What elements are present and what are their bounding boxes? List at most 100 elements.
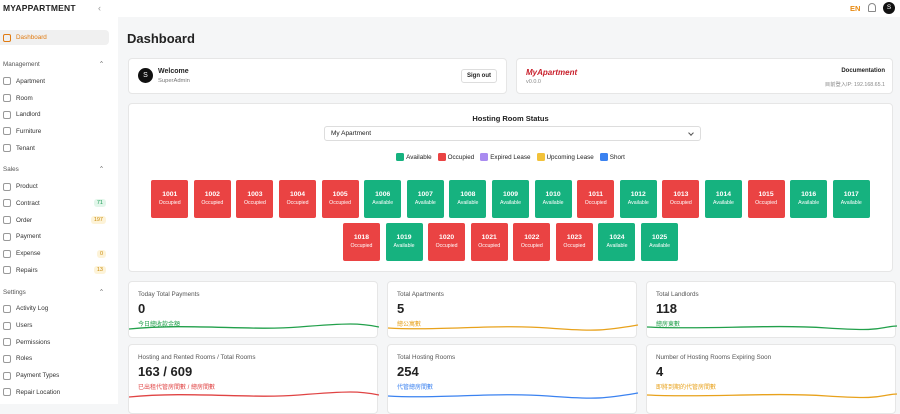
avatar: S: [138, 68, 153, 83]
login-ip: 目前登入IP: 192.168.65.1: [824, 82, 885, 88]
room-tile[interactable]: 1020 Occupied: [428, 223, 466, 261]
nav-section[interactable]: Management ⌃: [0, 51, 118, 73]
room-number: 1013: [673, 191, 689, 198]
nav-label: Room: [16, 94, 33, 102]
room-tile[interactable]: 1021 Occupied: [470, 223, 508, 261]
room-tile[interactable]: 1019 Available: [385, 223, 423, 261]
nav-item[interactable]: Payment: [0, 229, 118, 246]
room-tile[interactable]: 1012 Available: [619, 180, 657, 218]
legend-label: Upcoming Lease: [546, 153, 594, 161]
sparkline: [388, 324, 638, 331]
wave: [388, 324, 638, 331]
user-avatar[interactable]: S: [883, 2, 895, 14]
room-tile[interactable]: 1018 Occupied: [342, 223, 380, 261]
wave: [647, 393, 897, 399]
top-bar: MYAPPARTMENT ‹ EN S: [0, 0, 900, 17]
nav-item[interactable]: Permissions: [0, 334, 118, 351]
room-number: 1021: [481, 234, 497, 241]
language-switch[interactable]: EN: [850, 4, 861, 13]
stat-caption: 總公寓數: [397, 322, 422, 328]
legend-swatch: [536, 153, 545, 161]
stat-value: 163 / 609: [138, 364, 193, 379]
room-tile[interactable]: 1002 Occupied: [193, 180, 231, 218]
room-tile[interactable]: 1003 Occupied: [236, 180, 274, 218]
nav-label: Product: [16, 183, 38, 191]
notifications[interactable]: [868, 3, 876, 12]
documentation-link[interactable]: Documentation: [841, 68, 885, 74]
room-status: Available: [840, 200, 862, 206]
nav-item[interactable]: Product: [0, 178, 118, 195]
room-number: 1024: [609, 234, 625, 241]
nav-section[interactable]: Sales ⌃: [0, 156, 118, 178]
legend-item: Upcoming Lease: [536, 153, 594, 161]
nav-item[interactable]: Landlord: [0, 106, 118, 123]
room-tile[interactable]: 1022 Occupied: [513, 223, 551, 261]
room-status: Available: [414, 200, 436, 206]
room-number: 1014: [715, 191, 732, 198]
room-tile[interactable]: 1010 Available: [534, 180, 572, 218]
chevron: ⌃: [98, 166, 104, 174]
nav-item[interactable]: Apartment: [0, 73, 118, 90]
nav-item[interactable]: Roles: [0, 351, 118, 368]
wave: [129, 323, 379, 330]
room-tile[interactable]: 1006 Available: [364, 180, 402, 218]
icon: [3, 216, 11, 225]
nav-item[interactable]: Expense 0: [0, 245, 118, 262]
nav-item[interactable]: Repair Location: [0, 384, 118, 401]
room-status: Occupied: [584, 200, 607, 206]
room-status: Available: [393, 243, 415, 249]
nav-label: Furniture: [16, 127, 42, 135]
room-row: 1001 Occupied 1002 Occupied 1003 Occupied 1004…: [129, 180, 892, 218]
stat-card: Number of Hosting Rooms Expiring Soon 4 即將…: [646, 344, 897, 414]
room-tile[interactable]: 1001 Occupied: [151, 180, 189, 218]
room-number: 1017: [843, 191, 859, 198]
badge: 71: [93, 199, 106, 208]
legend-swatch: [599, 153, 608, 161]
nav-item[interactable]: Users: [0, 317, 118, 334]
nav-section[interactable]: Settings ⌃: [0, 279, 118, 301]
nav-item[interactable]: Room: [0, 90, 118, 107]
legend: Available Occupied Expired Lease Upcoming L…: [129, 153, 892, 161]
section-title: Hosting Room Status: [472, 114, 549, 123]
nav-item[interactable]: Payment Types: [0, 367, 118, 384]
room-tile[interactable]: 1024 Available: [598, 223, 636, 261]
room-number: 1001: [162, 191, 178, 198]
room-tile[interactable]: 1011 Occupied: [577, 180, 615, 218]
room-tile[interactable]: 1023 Occupied: [555, 223, 593, 261]
nav-item[interactable]: Dashboard: [0, 30, 109, 45]
nav-label: Permissions: [16, 338, 51, 346]
stat-title: Number of Hosting Rooms Expiring Soon: [656, 354, 772, 361]
room-tile[interactable]: 1014 Available: [704, 180, 742, 218]
room-tile[interactable]: 1013 Occupied: [662, 180, 700, 218]
nav-item[interactable]: Order 197: [0, 212, 118, 229]
stat-title: Total Apartments: [397, 291, 444, 298]
room-tile[interactable]: 1016 Available: [790, 180, 828, 218]
collapse-button[interactable]: ‹: [98, 3, 101, 13]
room-tile[interactable]: 1004 Occupied: [279, 180, 317, 218]
room-tile[interactable]: 1017 Available: [832, 180, 870, 218]
icon: [3, 182, 11, 191]
room-tile[interactable]: 1008 Available: [449, 180, 487, 218]
chevron: ⌃: [98, 288, 104, 296]
nav-item[interactable]: Furniture: [0, 123, 118, 140]
sparkline: [388, 392, 638, 399]
room-tile[interactable]: 1015 Occupied: [747, 180, 785, 218]
room-number: 1003: [247, 191, 263, 198]
icon: [3, 354, 11, 363]
room-tile[interactable]: 1025 Available: [641, 223, 679, 261]
brand[interactable]: MYAPPARTMENT: [3, 3, 76, 13]
badge: 0: [96, 249, 106, 258]
nav-item[interactable]: Activity Log: [0, 301, 118, 318]
nav-label: Payment: [16, 233, 41, 241]
room-tile[interactable]: 1009 Available: [492, 180, 529, 218]
room-tile[interactable]: 1005 Occupied: [321, 180, 359, 218]
apartment-select[interactable]: My Apartment: [324, 126, 701, 141]
room-number: 1002: [204, 191, 220, 198]
nav-item[interactable]: Tenant: [0, 140, 118, 157]
nav-item[interactable]: Contract 71: [0, 195, 118, 212]
stat-value: 0: [138, 301, 146, 316]
room-tile[interactable]: 1007 Available: [406, 180, 444, 218]
room-status: Occupied: [520, 243, 543, 249]
sign-out-button[interactable]: Sign out: [461, 69, 497, 83]
nav-item[interactable]: Repairs 13: [0, 262, 118, 279]
